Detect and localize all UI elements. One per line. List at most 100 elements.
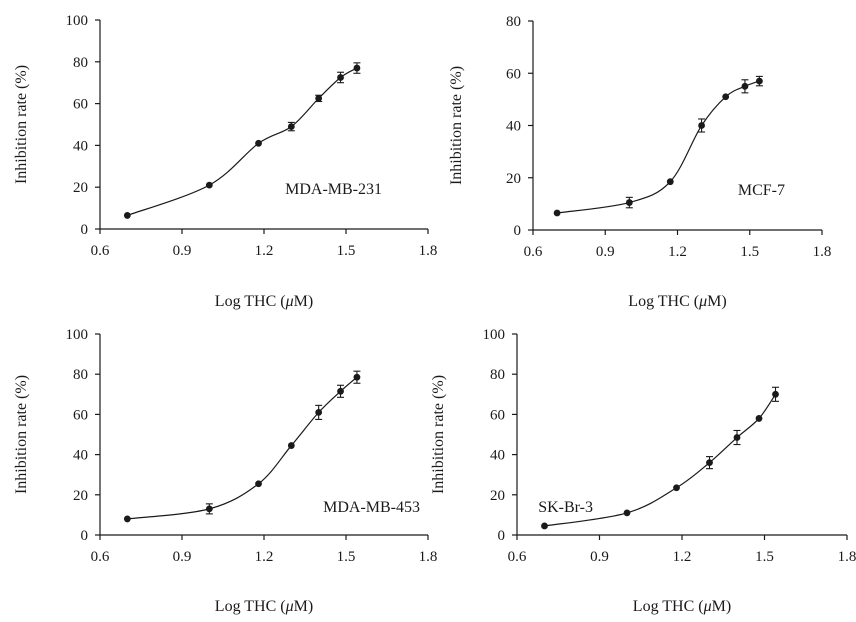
- x-tick-label: 0.6: [524, 244, 543, 260]
- data-point: [315, 408, 323, 416]
- x-axis-label-prefix: Log THC (: [628, 293, 699, 310]
- x-tick-label: 0.6: [508, 549, 527, 565]
- y-tick-label: 0: [81, 222, 89, 238]
- y-tick-label: 60: [490, 407, 505, 423]
- x-tick-label: 0.9: [173, 549, 192, 565]
- chart-panel-4: 0.6 0.9 1.2 1.5 1.8 0 20 40 60 80 100 Inhibition ra…: [430, 327, 856, 615]
- y-tick-label: 0: [498, 528, 506, 544]
- y-tick-label: 80: [506, 14, 521, 30]
- fit-curve: [127, 376, 358, 520]
- x-axis-label: Log THC (μM): [215, 598, 313, 615]
- x-tick-label: 1.5: [337, 549, 356, 565]
- x-tick-label: 0.9: [590, 549, 609, 565]
- y-tick-label: 20: [73, 488, 88, 504]
- cell-line-label: MDA-MB-231: [285, 181, 382, 198]
- x-axis-label-suffix: M): [294, 293, 314, 310]
- y-tick-label: 80: [73, 367, 88, 383]
- data-point: [353, 373, 361, 381]
- x-axis-label-prefix: Log THC (: [215, 293, 286, 310]
- data-point: [337, 74, 344, 81]
- data-point: [722, 93, 730, 101]
- y-tick-label: 100: [66, 13, 89, 29]
- y-tick-label: 40: [73, 138, 88, 154]
- x-tick-label: 1.5: [740, 244, 759, 260]
- data-point: [205, 181, 213, 189]
- x-axis-label-mu: μ: [703, 598, 712, 615]
- y-tick-label: 40: [490, 448, 505, 464]
- x-axis-label-suffix: M): [712, 598, 732, 615]
- data-point: [123, 212, 131, 219]
- y-tick-label: 40: [73, 448, 88, 464]
- chart-panel-1: 0.6 0.9 1.2 1.5 1.8 0 20 40 60 80 100 Inhibition ra…: [13, 13, 437, 310]
- data-point: [315, 94, 323, 102]
- x-axis-label-suffix: M): [707, 293, 727, 310]
- y-tick-label: 60: [506, 66, 521, 82]
- data-point: [255, 480, 262, 488]
- x-axis-label: Log THC (μM): [215, 293, 313, 310]
- y-tick-label: 20: [506, 171, 521, 187]
- x-tick-label: 0.6: [91, 243, 110, 259]
- data-point: [698, 122, 705, 129]
- data-point: [255, 139, 262, 147]
- x-tick-label: 0.9: [596, 244, 615, 260]
- data-point: [706, 459, 713, 467]
- data-point: [287, 442, 295, 449]
- y-tick-label: 100: [66, 327, 89, 343]
- x-axis-label-mu: μ: [285, 293, 294, 310]
- y-tick-label: 40: [506, 119, 521, 135]
- y-axis-label: Inhibition rate (%): [448, 66, 465, 185]
- cell-line-label: MCF-7: [738, 182, 785, 199]
- x-axis-label-prefix: Log THC (: [633, 598, 704, 615]
- y-tick-label: 60: [73, 97, 88, 113]
- x-tick-label: 0.6: [91, 549, 110, 565]
- x-tick-label: 1.8: [838, 549, 856, 565]
- x-tick-label: 1.2: [255, 549, 274, 565]
- cell-line-label: MDA-MB-453: [323, 499, 420, 516]
- y-tick-label: 100: [483, 327, 506, 343]
- x-tick-label: 1.2: [673, 549, 692, 565]
- data-point: [741, 82, 749, 90]
- x-axis-label-mu: μ: [285, 598, 294, 615]
- x-tick-label: 1.5: [755, 549, 774, 565]
- data-point: [337, 387, 344, 395]
- x-tick-label: 1.8: [813, 244, 832, 260]
- fit-curve: [556, 80, 760, 214]
- cell-line-label: SK-Br-3: [538, 499, 593, 516]
- chart-panel-3: 0.6 0.9 1.2 1.5 1.8 0 20 40 60 80 100 Inhibition ra…: [13, 327, 437, 615]
- data-point: [625, 199, 633, 206]
- data-point: [205, 505, 213, 513]
- x-axis-label: Log THC (μM): [628, 293, 726, 310]
- x-tick-label: 1.2: [255, 243, 274, 259]
- y-axis-label: Inhibition rate (%): [13, 375, 30, 494]
- x-tick-label: 0.9: [173, 243, 192, 259]
- x-axis-label-mu: μ: [698, 293, 707, 310]
- x-axis-label-suffix: M): [294, 598, 314, 615]
- x-tick-label: 1.8: [419, 243, 438, 259]
- data-point: [673, 484, 680, 492]
- y-tick-label: 80: [73, 55, 88, 71]
- y-tick-label: 20: [490, 488, 505, 504]
- data-point: [553, 209, 561, 217]
- data-point: [666, 178, 674, 186]
- x-tick-label: 1.2: [668, 244, 687, 260]
- data-point: [772, 390, 779, 398]
- y-tick-label: 20: [73, 180, 88, 196]
- data-point: [755, 415, 763, 422]
- data-point: [623, 509, 631, 517]
- y-axis-label: Inhibition rate (%): [13, 65, 30, 184]
- data-point: [541, 522, 548, 530]
- y-axis-label: Inhibition rate (%): [430, 375, 447, 494]
- data-point: [287, 123, 295, 130]
- x-tick-label: 1.5: [337, 243, 356, 259]
- data-point: [733, 434, 741, 441]
- x-axis-label-prefix: Log THC (: [215, 598, 286, 615]
- data-point: [353, 64, 361, 72]
- y-tick-label: 0: [514, 223, 522, 239]
- y-tick-label: 0: [81, 528, 89, 544]
- data-point: [755, 77, 763, 85]
- chart-panel-2: 0.6 0.9 1.2 1.5 1.8 0 20 40 60 80 Inhibition rate …: [448, 14, 831, 310]
- y-tick-label: 80: [490, 367, 505, 383]
- x-axis-label: Log THC (μM): [633, 598, 731, 615]
- x-tick-label: 1.8: [419, 549, 438, 565]
